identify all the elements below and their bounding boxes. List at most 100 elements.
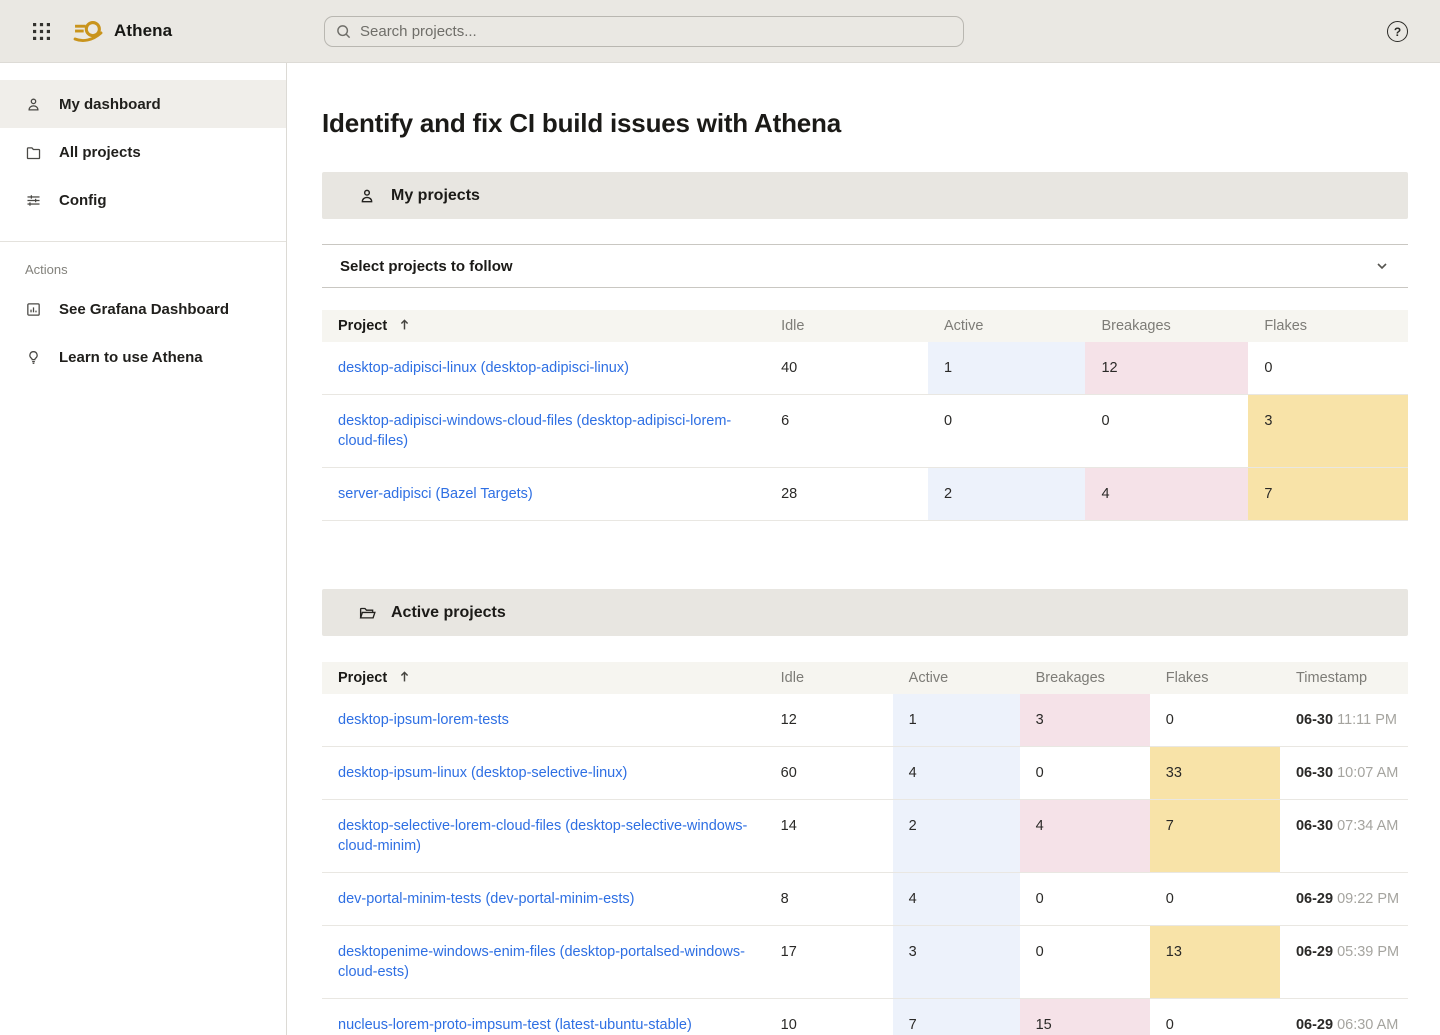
project-link[interactable]: desktopenime-windows-enim-files (desktop…: [338, 944, 745, 980]
timestamp-cell: 06-29 06:30 AM: [1279, 998, 1408, 1035]
timestamp-date: 06-30: [1295, 818, 1334, 834]
project-link[interactable]: dev-portal-minim-tests (dev-portal-minim…: [338, 891, 635, 907]
active-cell: 0: [927, 394, 1086, 468]
brand-name: Athena: [114, 21, 173, 40]
my-projects-table-body: desktop-adipisci-linux (desktop-adipisci…: [322, 342, 1408, 521]
column-header-project[interactable]: Project: [322, 662, 765, 694]
column-header-breakages[interactable]: Breakages: [1085, 310, 1249, 342]
section-title: My projects: [391, 186, 480, 204]
column-header-timestamp[interactable]: Timestamp: [1279, 662, 1408, 694]
project-cell: desktop-selective-lorem-cloud-files (des…: [322, 799, 765, 873]
search-box[interactable]: [324, 16, 964, 47]
chart-panel-icon: [25, 301, 42, 318]
flakes-cell: 33: [1149, 746, 1280, 800]
sort-asc-icon: [399, 670, 410, 683]
active-projects-table-body: desktop-ipsum-lorem-tests 12 1 3 0 06-30 11:1…: [322, 694, 1408, 1035]
breakages-cell: 4: [1019, 799, 1150, 873]
timestamp-time: 05:39 PM: [1333, 944, 1400, 960]
user-icon: [358, 187, 376, 205]
project-link[interactable]: desktop-ipsum-linux (desktop-selective-l…: [338, 765, 628, 781]
sidebar: My dashboard All projects Config Actions: [0, 63, 287, 1035]
project-cell: desktop-ipsum-linux (desktop-selective-l…: [322, 746, 765, 800]
sidebar-item-my-dashboard[interactable]: My dashboard: [0, 80, 286, 128]
active-cell: 1: [927, 342, 1086, 395]
column-label: Project: [338, 670, 388, 686]
timestamp-cell: 06-30 10:07 AM: [1279, 746, 1408, 800]
sidebar-item-label: Learn to use Athena: [59, 348, 203, 366]
project-cell: nucleus-lorem-proto-impsum-test (latest-…: [322, 998, 765, 1035]
help-glyph: ?: [1393, 24, 1402, 39]
breakages-cell: 3: [1019, 694, 1150, 747]
breakages-cell: 12: [1085, 342, 1249, 395]
idle-cell: 8: [764, 872, 893, 926]
project-link[interactable]: desktop-ipsum-lorem-tests: [338, 712, 509, 728]
flakes-cell: 0: [1248, 342, 1408, 395]
table-row: nucleus-lorem-proto-impsum-test (latest-…: [322, 998, 1408, 1035]
flakes-cell: 0: [1149, 872, 1280, 926]
help-icon[interactable]: ?: [1387, 21, 1408, 42]
sidebar-item-label: Config: [59, 191, 107, 209]
section-title: Active projects: [391, 603, 506, 621]
column-header-idle[interactable]: Idle: [764, 662, 893, 694]
select-projects-collapse[interactable]: Select projects to follow: [322, 244, 1408, 288]
chevron-down-icon[interactable]: [1374, 258, 1390, 274]
timestamp-cell: 06-30 07:34 AM: [1279, 799, 1408, 873]
column-header-project[interactable]: Project: [322, 310, 766, 342]
idle-cell: 14: [764, 799, 893, 873]
active-cell: 3: [892, 925, 1020, 999]
active-cell: 2: [927, 467, 1086, 521]
column-header-idle[interactable]: Idle: [765, 310, 928, 342]
project-link[interactable]: server-adipisci (Bazel Targets): [338, 486, 533, 502]
timestamp-date: 06-30: [1295, 765, 1334, 781]
timestamp-date: 06-29: [1295, 1017, 1334, 1033]
flakes-cell: 7: [1248, 467, 1408, 521]
sidebar-item-grafana-dashboard[interactable]: See Grafana Dashboard: [0, 285, 286, 333]
timestamp-date: 06-29: [1295, 944, 1334, 960]
active-cell: 1: [892, 694, 1020, 747]
table-row: desktopenime-windows-enim-files (desktop…: [322, 925, 1408, 999]
breakages-cell: 0: [1019, 925, 1150, 999]
my-projects-section-header: My projects: [322, 172, 1408, 219]
idle-cell: 12: [764, 694, 893, 747]
sidebar-item-label: All projects: [59, 143, 141, 161]
search-icon: [335, 23, 352, 40]
project-cell: desktopenime-windows-enim-files (desktop…: [322, 925, 765, 999]
sidebar-item-label: See Grafana Dashboard: [59, 300, 230, 318]
column-header-active[interactable]: Active: [927, 310, 1086, 342]
breakages-cell: 4: [1085, 467, 1249, 521]
project-link[interactable]: nucleus-lorem-proto-impsum-test (latest-…: [338, 1017, 692, 1033]
my-projects-table: Project Idle Active Breakages Flakes des…: [322, 310, 1408, 521]
apps-grid-icon[interactable]: [28, 18, 54, 44]
sliders-icon: [25, 192, 42, 209]
active-projects-section-header: Active projects: [322, 589, 1408, 636]
active-cell: 2: [892, 799, 1020, 873]
project-link[interactable]: desktop-adipisci-windows-cloud-files (de…: [338, 413, 732, 449]
sidebar-item-learn-athena[interactable]: Learn to use Athena: [0, 333, 286, 381]
sidebar-item-all-projects[interactable]: All projects: [0, 128, 286, 176]
timestamp-time: 07:34 AM: [1333, 818, 1399, 834]
timestamp-time: 10:07 AM: [1333, 765, 1399, 781]
collapse-label: Select projects to follow: [340, 257, 513, 275]
sidebar-item-config[interactable]: Config: [0, 176, 286, 224]
athena-logo-icon: [72, 19, 105, 44]
active-cell: 7: [892, 998, 1020, 1035]
project-link[interactable]: desktop-adipisci-linux (desktop-adipisci…: [338, 360, 629, 376]
timestamp-date: 06-29: [1295, 891, 1334, 907]
column-header-flakes[interactable]: Flakes: [1248, 310, 1408, 342]
timestamp-date: 06-30: [1295, 712, 1334, 728]
idle-cell: 17: [764, 925, 893, 999]
column-header-flakes[interactable]: Flakes: [1149, 662, 1280, 694]
column-header-breakages[interactable]: Breakages: [1019, 662, 1150, 694]
brand[interactable]: Athena: [72, 19, 172, 44]
column-header-active[interactable]: Active: [892, 662, 1020, 694]
flakes-cell: 0: [1149, 998, 1280, 1035]
table-row: desktop-ipsum-linux (desktop-selective-l…: [322, 746, 1408, 800]
timestamp-cell: 06-30 11:11 PM: [1279, 694, 1408, 747]
search-input[interactable]: [360, 23, 953, 40]
project-cell: dev-portal-minim-tests (dev-portal-minim…: [322, 872, 765, 926]
project-link[interactable]: desktop-selective-lorem-cloud-files (des…: [338, 818, 748, 854]
main-content: Identify and fix CI build issues with At…: [287, 63, 1440, 1035]
flakes-cell: 7: [1149, 799, 1280, 873]
flakes-cell: 13: [1149, 925, 1280, 999]
flakes-cell: 3: [1248, 394, 1408, 468]
